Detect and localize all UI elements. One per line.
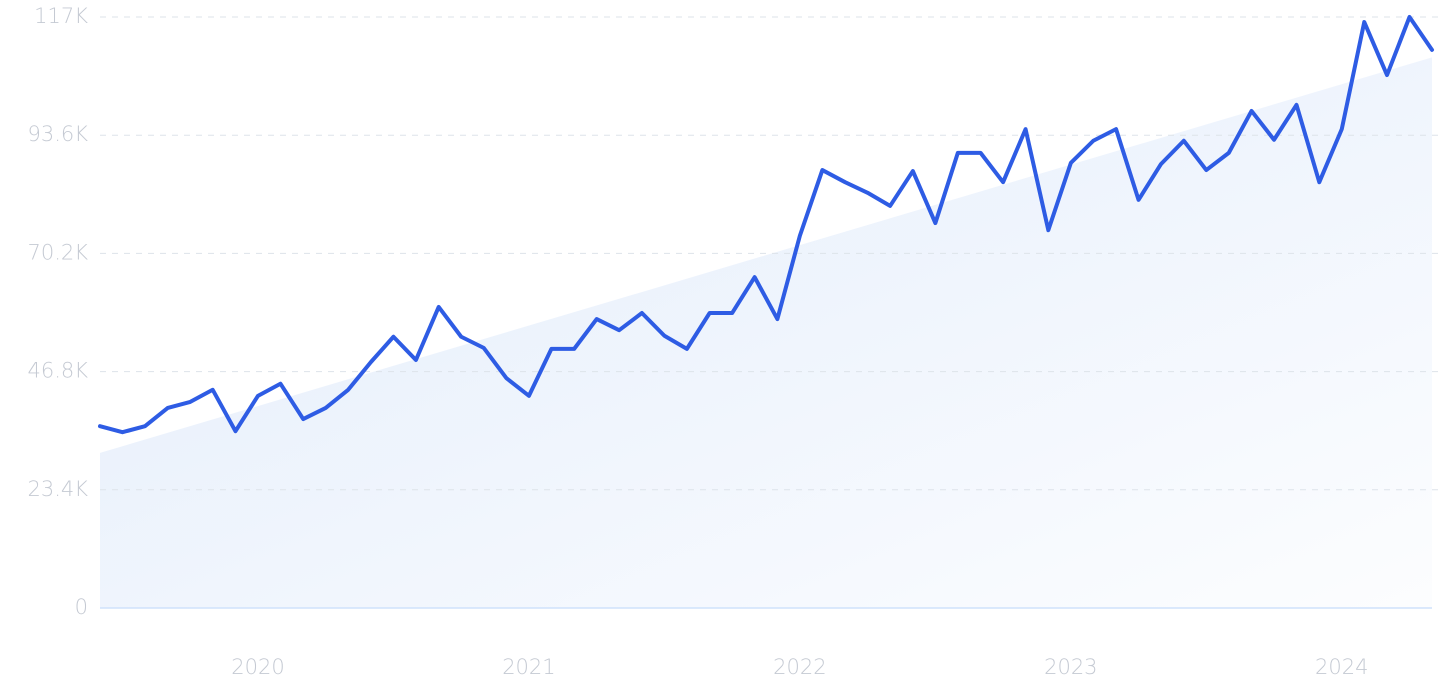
y-tick-label: 117K (34, 4, 88, 28)
trend-area (100, 57, 1432, 608)
y-tick-label: 0 (75, 595, 88, 619)
y-tick-label: 46.8K (27, 359, 88, 383)
y-tick-label: 70.2K (27, 240, 88, 264)
x-tick-label: 2024 (1315, 655, 1368, 679)
x-tick-label: 2023 (1044, 655, 1097, 679)
x-tick-label: 2022 (773, 655, 826, 679)
x-tick-label: 2020 (231, 655, 284, 679)
y-tick-label: 93.6K (27, 122, 88, 146)
y-tick-label: 23.4K (27, 477, 88, 501)
x-tick-label: 2021 (502, 655, 555, 679)
line (98, 15, 1434, 435)
